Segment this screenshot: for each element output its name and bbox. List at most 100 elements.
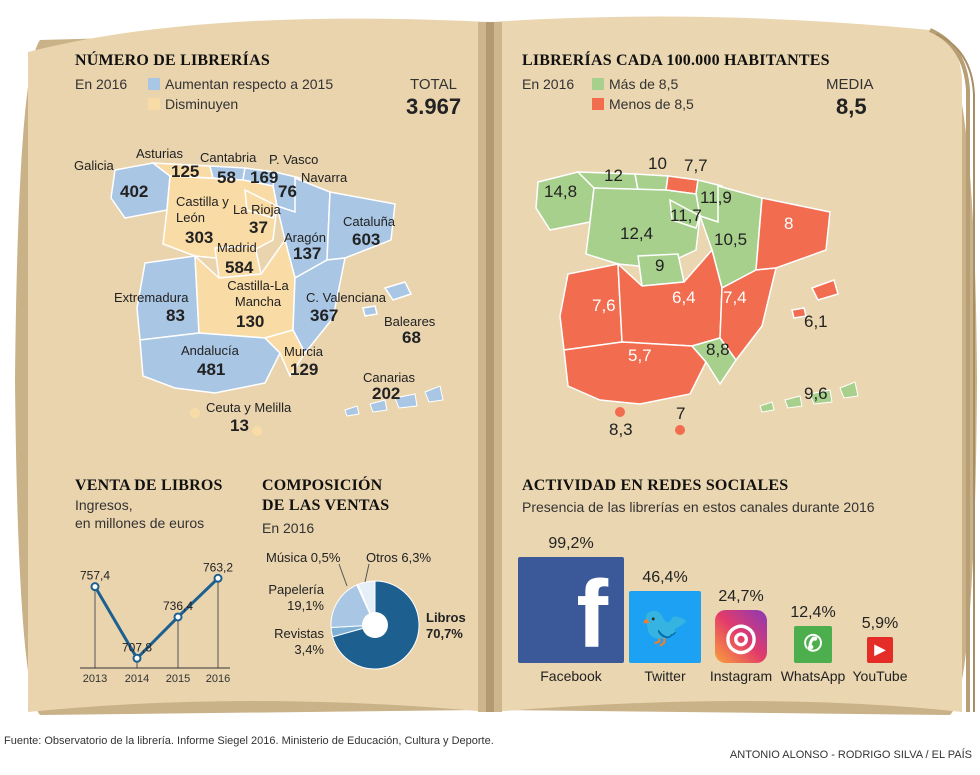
pc-value-andalucia: 5,7 [628, 346, 652, 365]
social-label-whatsapp: WhatsApp [780, 668, 846, 684]
value-extremadura: 83 [166, 306, 185, 325]
percapita-year: En 2016 [522, 76, 575, 92]
pc-value-cvalenciana: 7,4 [723, 288, 747, 307]
value-aragon: 137 [293, 244, 322, 263]
value-castillayleon: 303 [185, 228, 214, 247]
pc-cantabria [634, 173, 669, 191]
pc-value-melilla: 7 [676, 404, 686, 423]
sales-value-2016: 763,2 [203, 560, 233, 574]
sales-xlabel-2013: 2013 [83, 673, 107, 685]
label-extremadura: Extremadura [114, 290, 189, 305]
pc-baleares [791, 279, 839, 319]
pc-andalucia [563, 341, 707, 405]
youtube-icon: ▶ [867, 637, 893, 663]
pc-value-pvasco: 7,7 [684, 156, 708, 175]
region-canarias [344, 385, 444, 417]
sales-point-2014 [132, 653, 142, 663]
sales-line [93, 577, 220, 661]
sales-point-2016 [213, 573, 223, 583]
composition-label-otros: Otros 6,3% [366, 550, 432, 565]
label-murcia: Murcia [284, 344, 324, 359]
value-madrid: 584 [225, 258, 254, 277]
legend-up-swatch [148, 78, 160, 90]
social-subtitle: Presencia de las librerías en estos cana… [522, 499, 875, 515]
region-larioja [244, 188, 278, 219]
pc-value-murcia: 8,8 [706, 340, 730, 359]
sales-xlabel-2015: 2015 [166, 673, 190, 685]
legend-down-label: Disminuyen [165, 96, 239, 112]
label-larioja: La Rioja [233, 202, 281, 217]
value-canarias: 202 [372, 384, 401, 403]
sales-point-2013 [90, 582, 100, 592]
label-ceutamelilla: Ceuta y Melilla [206, 400, 292, 415]
composition-label-libros-1: Libros [426, 610, 466, 625]
legend-high-swatch [592, 78, 604, 90]
region-andalucia [139, 332, 281, 394]
social-pct-facebook: 99,2% [548, 535, 594, 552]
pc-cataluna [755, 197, 831, 271]
pc-canarias [759, 381, 859, 413]
label-andalucia: Andalucía [181, 343, 239, 358]
whatsapp-icon: ✆ [794, 625, 832, 663]
pc-value-cataluna: 8 [784, 214, 794, 233]
libraries-map [110, 162, 444, 436]
label-pvasco: P. Vasco [269, 152, 319, 167]
composition-title-2: DE LAS VENTAS [262, 497, 390, 514]
pc-value-baleares: 6,1 [804, 312, 828, 331]
composition-label-revistas-1: Revistas [274, 626, 324, 641]
label-cantabria: Cantabria [200, 150, 257, 165]
sales-value-2013: 757,4 [80, 569, 110, 583]
pc-value-ceuta: 8,3 [609, 420, 633, 439]
total-value: 3.967 [406, 94, 462, 119]
total-label: TOTAL [410, 76, 457, 93]
social-label-instagram: Instagram [709, 668, 773, 684]
legend-up-label: Aumentan respecto a 2015 [165, 76, 334, 92]
twitter-icon: 🐦 [628, 590, 702, 663]
label-aragon: Aragón [284, 230, 326, 245]
label-cvalenciana: C. Valenciana [306, 290, 386, 305]
label-clm: Castilla-La Mancha [227, 278, 289, 309]
value-cataluna: 603 [352, 230, 381, 249]
social-pct-instagram: 24,7% [718, 588, 764, 606]
label-castillayleon: Castilla y León [176, 194, 229, 225]
sales-title: VENTA DE LIBROS [75, 477, 223, 494]
libraries-year: En 2016 [75, 76, 128, 92]
label-cataluna: Cataluña [343, 214, 396, 229]
value-asturias: 125 [171, 162, 200, 181]
sales-xlabel-2014: 2014 [125, 673, 149, 685]
legend-up: Aumentan respecto a 2015 [148, 76, 333, 92]
legend-down-swatch [148, 98, 160, 110]
label-madrid: Madrid [217, 240, 257, 255]
pc-larioja [669, 198, 701, 229]
percapita-map [535, 171, 859, 435]
value-clm: 130 [236, 312, 265, 331]
pc-value-navarra: 11,9 [700, 188, 732, 207]
value-ceutamelilla: 13 [230, 416, 249, 435]
value-baleares: 68 [402, 328, 421, 347]
social-label-twitter: Twitter [644, 668, 686, 684]
pc-value-galicia: 14,8 [544, 182, 578, 201]
footer-source: Fuente: Observatorio de la librería. Inf… [4, 735, 494, 747]
social-pct-twitter: 46,4% [642, 568, 688, 586]
donut-slice-papelería [330, 584, 376, 629]
libraries-title: NÚMERO DE LIBRERÍAS [75, 52, 270, 69]
instagram-icon: ◎ [714, 610, 768, 663]
social-pct-whatsapp: 12,4% [790, 603, 836, 621]
value-navarra: 76 [278, 182, 297, 201]
composition-label-papeleria-1: Papelería [268, 582, 324, 597]
composition-label-revistas-2: 3,4% [294, 642, 324, 657]
value-pvasco: 169 [250, 168, 279, 187]
facebook-icon: f [518, 557, 624, 663]
social-pct-youtube: 5,9% [861, 615, 899, 633]
value-larioja: 37 [249, 218, 268, 237]
pc-ceuta [615, 407, 625, 417]
pc-murcia [690, 337, 737, 386]
pc-value-extremadura: 7,6 [592, 296, 616, 315]
label-canarias: Canarias [363, 370, 416, 385]
legend-low-swatch [592, 98, 604, 110]
composition-leader-lines [338, 563, 370, 587]
pc-value-madrid: 9 [655, 256, 665, 275]
region-baleares [362, 281, 413, 317]
region-cataluna [326, 191, 396, 261]
label-baleares: Baleares [384, 314, 436, 329]
